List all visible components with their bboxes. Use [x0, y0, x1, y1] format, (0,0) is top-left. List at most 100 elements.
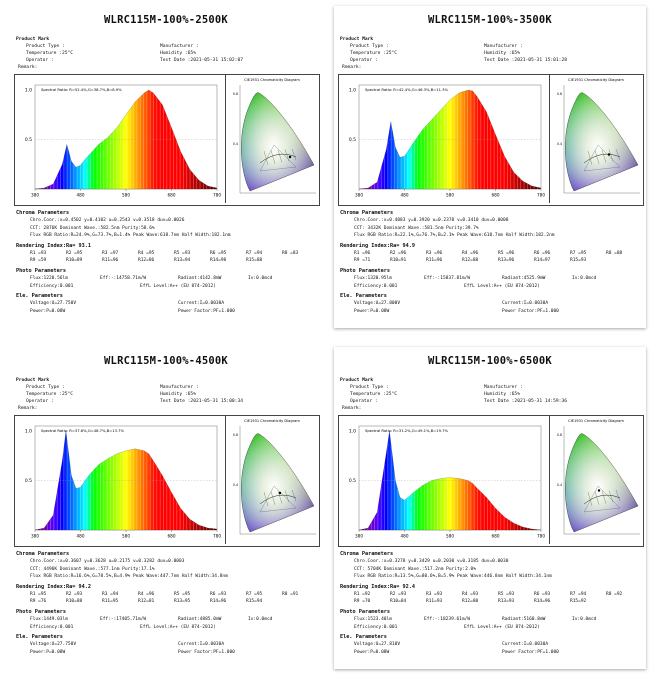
parameters-section: Chroma Parameters Chro.Coor.:x=0.4502 y=… — [16, 210, 318, 315]
radiant-value: Radiant:4142.8mW — [178, 276, 222, 282]
cie-axis-label: 0.4 — [557, 142, 562, 146]
cie-axis-label: 0.4 — [557, 483, 562, 487]
rendering-index-value: R9 =70 — [354, 599, 371, 605]
rendering-index-value: R9 =71 — [354, 258, 371, 264]
rendering-index-value: R12=86 — [138, 258, 155, 264]
x-tick-label: 780 — [537, 193, 545, 198]
ele-heading: Ele. Parameters — [16, 292, 63, 299]
current-value: Current:I=0.0030A — [502, 301, 549, 307]
chroma-coords: Chro.Coor.:x=0.3607 y=0.3628 u=0.2175 v=… — [30, 559, 185, 565]
rendering-index-value: R1 =92 — [354, 591, 371, 597]
iv-value: Iv:0.0mcd — [572, 276, 597, 282]
cie-diagram: CIE1931 Chromaticity Diagram 0.8 0.4 — [549, 75, 640, 203]
current-value: Current:I=0.0030A — [178, 301, 225, 307]
rendering-row-1: R1 =92 R2 =93 R3 =93 R4 =93 R5 =93 R6 =93 R7 =… — [340, 591, 642, 598]
planckian-locus — [259, 494, 297, 505]
power-factor-value: Power Factor:PF=1.000 — [502, 308, 559, 314]
rendering-row-2: R9 =59 R10=89 R11=96 R12=86 R13=94 R14=98 R15=… — [16, 257, 318, 264]
photo-heading: Photo Parameters — [340, 267, 390, 274]
report-header: Product Mark Product Type : Manufacturer … — [340, 377, 640, 412]
flux-value: Flux:1320.95lm — [354, 276, 392, 282]
efficacy-value: Eff:-:18239.61m/W — [424, 617, 471, 623]
flux-value: Flux:1228.56lm — [30, 276, 68, 282]
rendering-index-value: R7 =94 — [246, 250, 263, 256]
flux-value: Flux:1449.03lm — [30, 617, 68, 623]
test-date-field: Test Date :2021-05-31 15:00:34 — [160, 399, 243, 404]
temperature-field: Temperature :25°C — [26, 51, 74, 56]
efficacy-value: Eff:-:17405.71m/W — [100, 617, 147, 623]
x-tick-label: 680 — [492, 534, 500, 539]
humidity-field: Humidity :65% — [484, 392, 520, 397]
rendering-index-value: R3 =97 — [102, 250, 119, 256]
chromaticity-marker — [607, 153, 611, 156]
planckian-locus — [583, 153, 621, 164]
product-type-field: Product Type : — [350, 44, 389, 49]
rendering-index-value: R1 =93 — [30, 250, 47, 256]
rendering-index-value: R9 =59 — [30, 258, 47, 264]
x-tick-label: 680 — [492, 193, 500, 198]
chromaticity-marker — [597, 489, 601, 492]
test-date-field: Test Date :2021-05-31 14:59:36 — [484, 399, 567, 404]
flux-value: Flux:1523.40lm — [354, 617, 392, 623]
spectrum-chart: 1.0 0.5 380 480 580 680 780 Spectral Ratio: R=5… — [25, 84, 221, 198]
cie-axis-label: 0.4 — [233, 142, 238, 146]
spectral-ratio-label: Spectral Ratio: R=42.4%,G=46.3%,B=11.3% — [365, 88, 448, 92]
x-tick-label: 480 — [401, 193, 409, 198]
x-tick-label: 380 — [31, 534, 39, 539]
spectrum-outline — [34, 89, 218, 190]
radiant-value: Radiant:4525.9mW — [502, 276, 546, 282]
test-date-field: Test Date :2021-05-31 15:02:07 — [160, 58, 243, 63]
cie-axis-label: 0.8 — [557, 92, 562, 96]
voltage-value: Voltage:U=27.800V — [354, 301, 401, 307]
chroma-cct: CCT: 2876K Dominant Wave.:582.5nm Purity… — [30, 225, 155, 231]
temperature-field: Temperature :25°C — [350, 51, 398, 56]
chroma-heading: Chroma Parameters — [16, 551, 70, 557]
y-tick-label: 0.5 — [349, 478, 356, 484]
test-date-field: Test Date :2021-05-31 15:01:28 — [484, 58, 567, 63]
rendering-index-value: R6 =93 — [210, 591, 227, 597]
y-tick-label: 1.0 — [25, 428, 32, 434]
x-tick-label: 580 — [446, 193, 454, 198]
cie-title: CIE1931 Chromaticity Diagram — [568, 78, 624, 82]
rendering-index-value: R7 =95 — [246, 591, 263, 597]
product-mark-label: Product Mark — [16, 378, 50, 383]
photo-heading: Photo Parameters — [16, 267, 66, 274]
rendering-index-value: R4 =96 — [138, 591, 155, 597]
spectrum-chart: 1.0 0.5 380 480 580 680 780 Spectral Ratio: R=4… — [349, 84, 545, 198]
eff-level-value: EffL Level:A++ (EU 874-2012) — [140, 624, 216, 630]
chart-box: 1.0 0.5 380 480 580 680 780 Spectral Ratio: R=3… — [338, 415, 644, 547]
rendering-index-value: R5 =96 — [498, 250, 515, 256]
x-tick-label: 580 — [122, 534, 130, 539]
rendering-index-value: R13=94 — [174, 258, 191, 264]
chroma-coords: Chro.Coor.:x=0.4083 y=0.3920 u=0.2378 v=… — [354, 218, 509, 224]
power-factor-value: Power Factor:PF=1.000 — [502, 649, 559, 655]
rendering-index-value: R11=96 — [102, 258, 119, 264]
spectrum-chart: 1.0 0.5 380 480 580 680 780 Spectral Ratio: R=3… — [349, 425, 545, 539]
chart-box: 1.0 0.5 380 480 580 680 780 Spectral Ratio: R=4… — [338, 74, 644, 206]
manufacturer-field: Manufacturer : — [484, 44, 523, 49]
product-mark-label: Product Mark — [340, 37, 374, 42]
rendering-row-2: R9 =76 R10=88 R11=95 R12=81 R13=95 R14=96 R15=… — [16, 598, 318, 605]
radiant-value: Radiant:5160.8mW — [502, 617, 546, 623]
x-tick-label: 480 — [401, 534, 409, 539]
report-panel-1: WLRC115M-100%-2500K Product Mark Product… — [10, 6, 322, 328]
humidity-field: Humidity :65% — [484, 51, 520, 56]
rendering-index-value: R2 =93 — [66, 591, 83, 597]
report-header: Product Mark Product Type : Manufacturer … — [16, 377, 316, 412]
product-mark-label: Product Mark — [16, 37, 50, 42]
rendering-index-value: R8 =83 — [282, 250, 299, 256]
spectral-ratio-label: Spectral Ratio: R=31.2%,G=49.1%,B=19.7% — [365, 429, 448, 433]
temperature-field: Temperature :25°C — [26, 392, 74, 397]
spectrum-chart: 1.0 0.5 380 480 580 680 780 Spectral Ratio: R=3… — [25, 425, 221, 539]
rendering-index-value: R8 =91 — [282, 591, 299, 597]
chroma-flux-ratio: Flux RGB Ratio:R=16.6%,G=78.5%,B=4.9% Pe… — [30, 574, 228, 580]
efficacy-value: Eff:-:15837.81m/W — [424, 276, 471, 282]
voltage-value: Voltage:U=27.750V — [30, 642, 77, 648]
report-header: Product Mark Product Type : Manufacturer … — [340, 36, 640, 71]
rendering-index-value: R6 =96 — [534, 250, 551, 256]
efficiency-value: Efficiency:0.001 — [30, 283, 74, 289]
rendering-index-value: R15=88 — [246, 258, 263, 264]
operator-field: Operator : — [350, 58, 378, 63]
manufacturer-field: Manufacturer : — [160, 44, 199, 49]
voltage-value: Voltage:U=27.810V — [354, 642, 401, 648]
